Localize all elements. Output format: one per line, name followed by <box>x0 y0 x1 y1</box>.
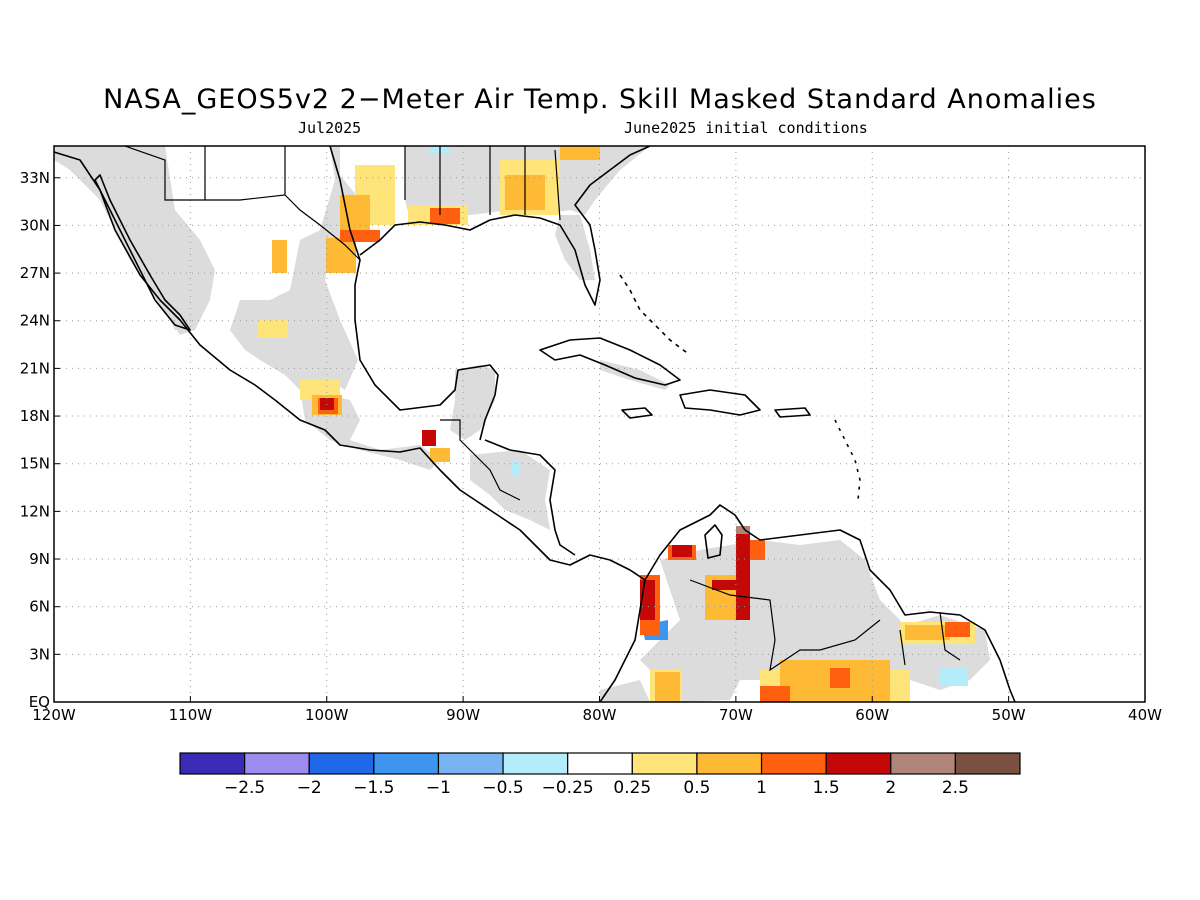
y-tick-label: 18N <box>20 407 50 425</box>
coastline-jamaica <box>621 407 653 419</box>
y-tick-label: 9N <box>29 550 50 568</box>
x-tick-label: 120W <box>32 706 76 724</box>
colorbar-swatch <box>244 752 310 775</box>
anomaly-patch <box>326 238 356 273</box>
anomaly-patch <box>940 668 968 686</box>
coastline-cuba <box>539 337 681 386</box>
coastline-hispaniola <box>679 389 761 416</box>
colorbar-swatch <box>179 752 246 775</box>
masked-region-baja <box>95 175 195 335</box>
colorbar-swatch <box>308 752 375 775</box>
y-tick-label: 24N <box>20 312 50 330</box>
y-tick-label: 33N <box>20 169 50 187</box>
colorbar-swatch <box>437 752 504 775</box>
anomaly-patch <box>760 686 790 702</box>
y-tick-label: 6N <box>29 598 50 616</box>
colorbar-label: 1 <box>756 778 767 798</box>
anomaly-patch <box>672 545 692 557</box>
country-borders <box>124 146 961 672</box>
y-tick-label: 30N <box>20 216 50 234</box>
forecast-month: Jul2025 <box>298 119 362 137</box>
x-tick-label: 60W <box>855 706 889 724</box>
anomaly-patch <box>945 622 970 637</box>
colorbar: −2.5 −2 −1.5 −1 −0.5 −0.25 0.25 0.5 1 1.5 2 2.5 <box>179 752 1021 798</box>
y-tick-label: 3N <box>29 645 50 663</box>
colorbar-label: 2.5 <box>942 778 969 798</box>
masked-region-yucatan <box>450 365 495 440</box>
anomaly-patch <box>258 320 288 338</box>
coastline-caribbean-central <box>484 439 576 556</box>
masked-region-florida <box>555 215 595 280</box>
colorbar-label: 0.25 <box>613 778 651 798</box>
colorbar-swatch <box>696 752 763 775</box>
coastline-south-america-north <box>644 504 1016 702</box>
x-tick-label: 70W <box>719 706 753 724</box>
anomaly-patch <box>560 146 600 160</box>
anomaly-patch <box>422 430 436 446</box>
anomaly-patch <box>830 668 850 688</box>
colorbar-swatch <box>567 752 633 775</box>
coastline-lesser-antilles <box>834 419 861 501</box>
map-grid <box>54 146 1145 702</box>
coastlines <box>54 146 1016 702</box>
border-south-america <box>689 579 961 672</box>
map-title: NASA_GEOS5v2 2−Meter Air Temp. Skill Mas… <box>103 84 1097 115</box>
y-tick-label: 21N <box>20 359 50 377</box>
colorbar-swatch <box>631 752 698 775</box>
anomaly-patch <box>340 230 380 242</box>
anomaly-patch <box>430 448 450 462</box>
coastline-mexico-pacific <box>54 151 646 702</box>
coastline-puerto-rico <box>774 407 811 418</box>
anomaly-patch <box>655 672 680 702</box>
map-area <box>54 146 1145 702</box>
skill-masked-regions <box>54 146 990 702</box>
border-us-states <box>204 146 561 221</box>
map-frame <box>53 145 1146 703</box>
x-tick-label: 90W <box>446 706 480 724</box>
y-axis: EQ 3N 6N 9N 12N 15N 18N 21N 24N 27N 30N 33N <box>20 169 60 711</box>
coastline-gulf <box>329 146 499 441</box>
colorbar-label: −2 <box>297 778 322 798</box>
colorbar-swatch <box>954 752 1021 775</box>
x-tick-label: 100W <box>305 706 349 724</box>
coastline-lake-maracaibo <box>704 524 723 559</box>
border-central-america <box>440 419 521 501</box>
anomaly-patch <box>712 580 742 590</box>
x-tick-label: 80W <box>583 706 617 724</box>
anomaly-patch <box>272 240 287 273</box>
anomaly-patch <box>736 526 750 534</box>
colorbar-swatch <box>825 752 892 775</box>
x-tick-label: 50W <box>992 706 1026 724</box>
colorbar-swatch <box>890 752 956 775</box>
y-tick-label: EQ <box>29 693 50 711</box>
anomaly-patch <box>430 208 460 224</box>
coastline-bahamas <box>619 274 691 356</box>
coastline-baja <box>94 174 191 331</box>
anomaly-patch <box>512 462 520 476</box>
anomaly-patch <box>905 625 950 640</box>
colorbar-label: 1.5 <box>813 778 840 798</box>
colorbar-label: −1.5 <box>353 778 394 798</box>
colorbar-label: −2.5 <box>224 778 265 798</box>
colorbar-label: 2 <box>885 778 896 798</box>
colorbar-label: 0.5 <box>683 778 710 798</box>
coastline-us-gulf <box>359 146 651 306</box>
x-tick-label: 40W <box>1128 706 1162 724</box>
colorbar-label: −1 <box>426 778 451 798</box>
y-tick-label: 15N <box>20 455 50 473</box>
y-tick-label: 12N <box>20 502 50 520</box>
colorbar-label: −0.5 <box>482 778 523 798</box>
initial-conditions: June2025 initial conditions <box>624 119 868 137</box>
colorbar-swatch <box>502 752 569 775</box>
x-tick-label: 110W <box>169 706 213 724</box>
colorbar-label: −0.25 <box>542 778 594 798</box>
x-axis: 120W 110W 100W 90W 80W 70W 60W 50W 40W <box>32 696 1162 724</box>
masked-region-brazil-north <box>600 680 650 702</box>
colorbar-swatch <box>373 752 440 775</box>
y-tick-label: 27N <box>20 264 50 282</box>
colorbar-swatch <box>760 752 827 775</box>
